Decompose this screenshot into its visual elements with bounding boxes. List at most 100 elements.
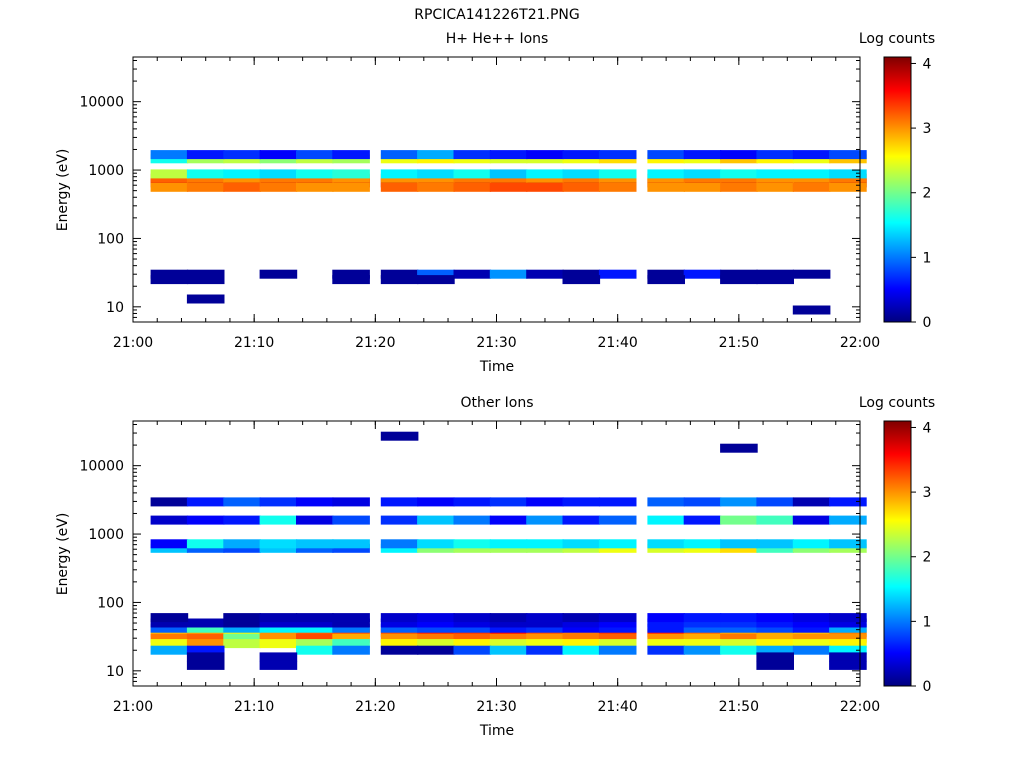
heatmap-cell [186,660,225,670]
heatmap-cell [223,515,261,525]
heatmap-cell [186,633,225,643]
heatmap-cell [186,150,225,160]
heatmap-cell [792,633,831,643]
heatmap-cell [720,150,758,160]
colorbar-tick-label: 4 [923,56,932,72]
heatmap-cell [647,613,685,623]
heatmap-cell [683,269,722,279]
heatmap-cell [598,515,637,525]
heatmap-cell [453,269,492,279]
heatmap-cell [259,515,298,525]
heatmap-cell [562,639,601,649]
heatmap-cell [186,497,225,507]
heatmap-cell [380,623,419,633]
heatmap-cell [562,623,601,633]
heatmap-cell [380,628,419,638]
heatmap-cell [829,628,867,638]
heatmap-cell [792,539,831,549]
heatmap-cell [526,515,564,525]
x-tick-label: 21:40 [597,335,637,351]
heatmap-cell [489,169,528,179]
heatmap-cell [526,269,564,279]
panel-title: Other Ions [460,395,533,411]
heatmap-cell [489,497,528,507]
heatmap-cell [829,660,867,670]
colorbar [883,420,912,687]
heatmap-cell [489,182,528,192]
heatmap-cell [756,628,794,638]
heatmap-cell [792,150,831,160]
heatmap-cell [223,633,261,643]
heatmap-cell [453,645,492,655]
heatmap-cell [720,269,758,279]
colorbar-tick-label: 1 [923,614,932,630]
heatmap-cell [562,150,601,160]
heatmap-cell [829,613,867,623]
heatmap-cell [792,639,831,649]
heatmap-cell [489,539,528,549]
heatmap-cell [223,169,261,179]
heatmap-cell [756,515,794,525]
heatmap-cell [453,515,492,525]
heatmap-cell [756,269,794,279]
heatmap-cell [598,497,637,507]
heatmap-cell [562,628,601,638]
heatmap-cell [380,497,419,507]
heatmap-cell [756,639,794,649]
heatmap-cell [150,515,189,525]
heatmap-cell [223,618,261,628]
x-tick-label: 21:00 [113,335,153,351]
y-tick-label: 1000 [88,163,124,179]
heatmap-cell [489,269,528,279]
figure-title: RPCICA141226T21.PNG [414,7,579,23]
heatmap-cell [562,618,601,628]
colorbar-label: Log counts [859,395,935,411]
colorbar-tick-label: 2 [923,186,932,202]
heatmap-cell [223,150,261,160]
heatmap-cell [720,628,758,638]
heatmap-cell [598,269,637,279]
heatmap-cell [380,275,419,285]
heatmap-cell [150,613,189,623]
heatmap-cell [562,497,601,507]
heatmap-cell [829,169,867,179]
heatmap-cell [489,150,528,160]
heatmap-cell [683,169,722,179]
heatmap-cell [792,613,831,623]
heatmap-cell [296,613,334,623]
heatmap-cell [259,660,298,670]
heatmap-cell [296,623,334,633]
heatmap-cell [598,628,637,638]
heatmap-cell [296,645,334,655]
heatmap-cell [259,497,298,507]
heatmap-cell [598,645,637,655]
heatmap-cell [150,269,189,279]
x-tick-label: 21:20 [355,335,395,351]
heatmap-cell [792,645,831,655]
heatmap-cell [647,618,685,628]
heatmap-cell [186,269,225,279]
heatmap-cell [186,623,225,633]
heatmap-cell [526,633,564,643]
heatmap-cell [453,182,492,192]
heatmap-cell [489,633,528,643]
x-tick-label: 21:00 [113,699,153,715]
heatmap-cell [829,639,867,649]
heatmap-cell [296,628,334,638]
heatmap-cell [380,150,419,160]
heatmap-cell [150,645,189,655]
heatmap-cell [453,633,492,643]
heatmap-cell [417,275,455,285]
heatmap-cell [683,613,722,623]
x-tick-label: 21:10 [234,335,274,351]
heatmap-cell [598,618,637,628]
heatmap-cell [647,497,685,507]
heatmap-cell [720,639,758,649]
heatmap-cell [453,150,492,160]
heatmap-cell [259,613,298,623]
heatmap-cell [332,269,370,279]
heatmap-cell [417,497,455,507]
heatmap-cells [150,431,867,670]
heatmap-cell [829,182,867,192]
axes: 21:00 21:10 21:20 21:30 21:40 21:50 22:00 10 100… [79,57,880,351]
